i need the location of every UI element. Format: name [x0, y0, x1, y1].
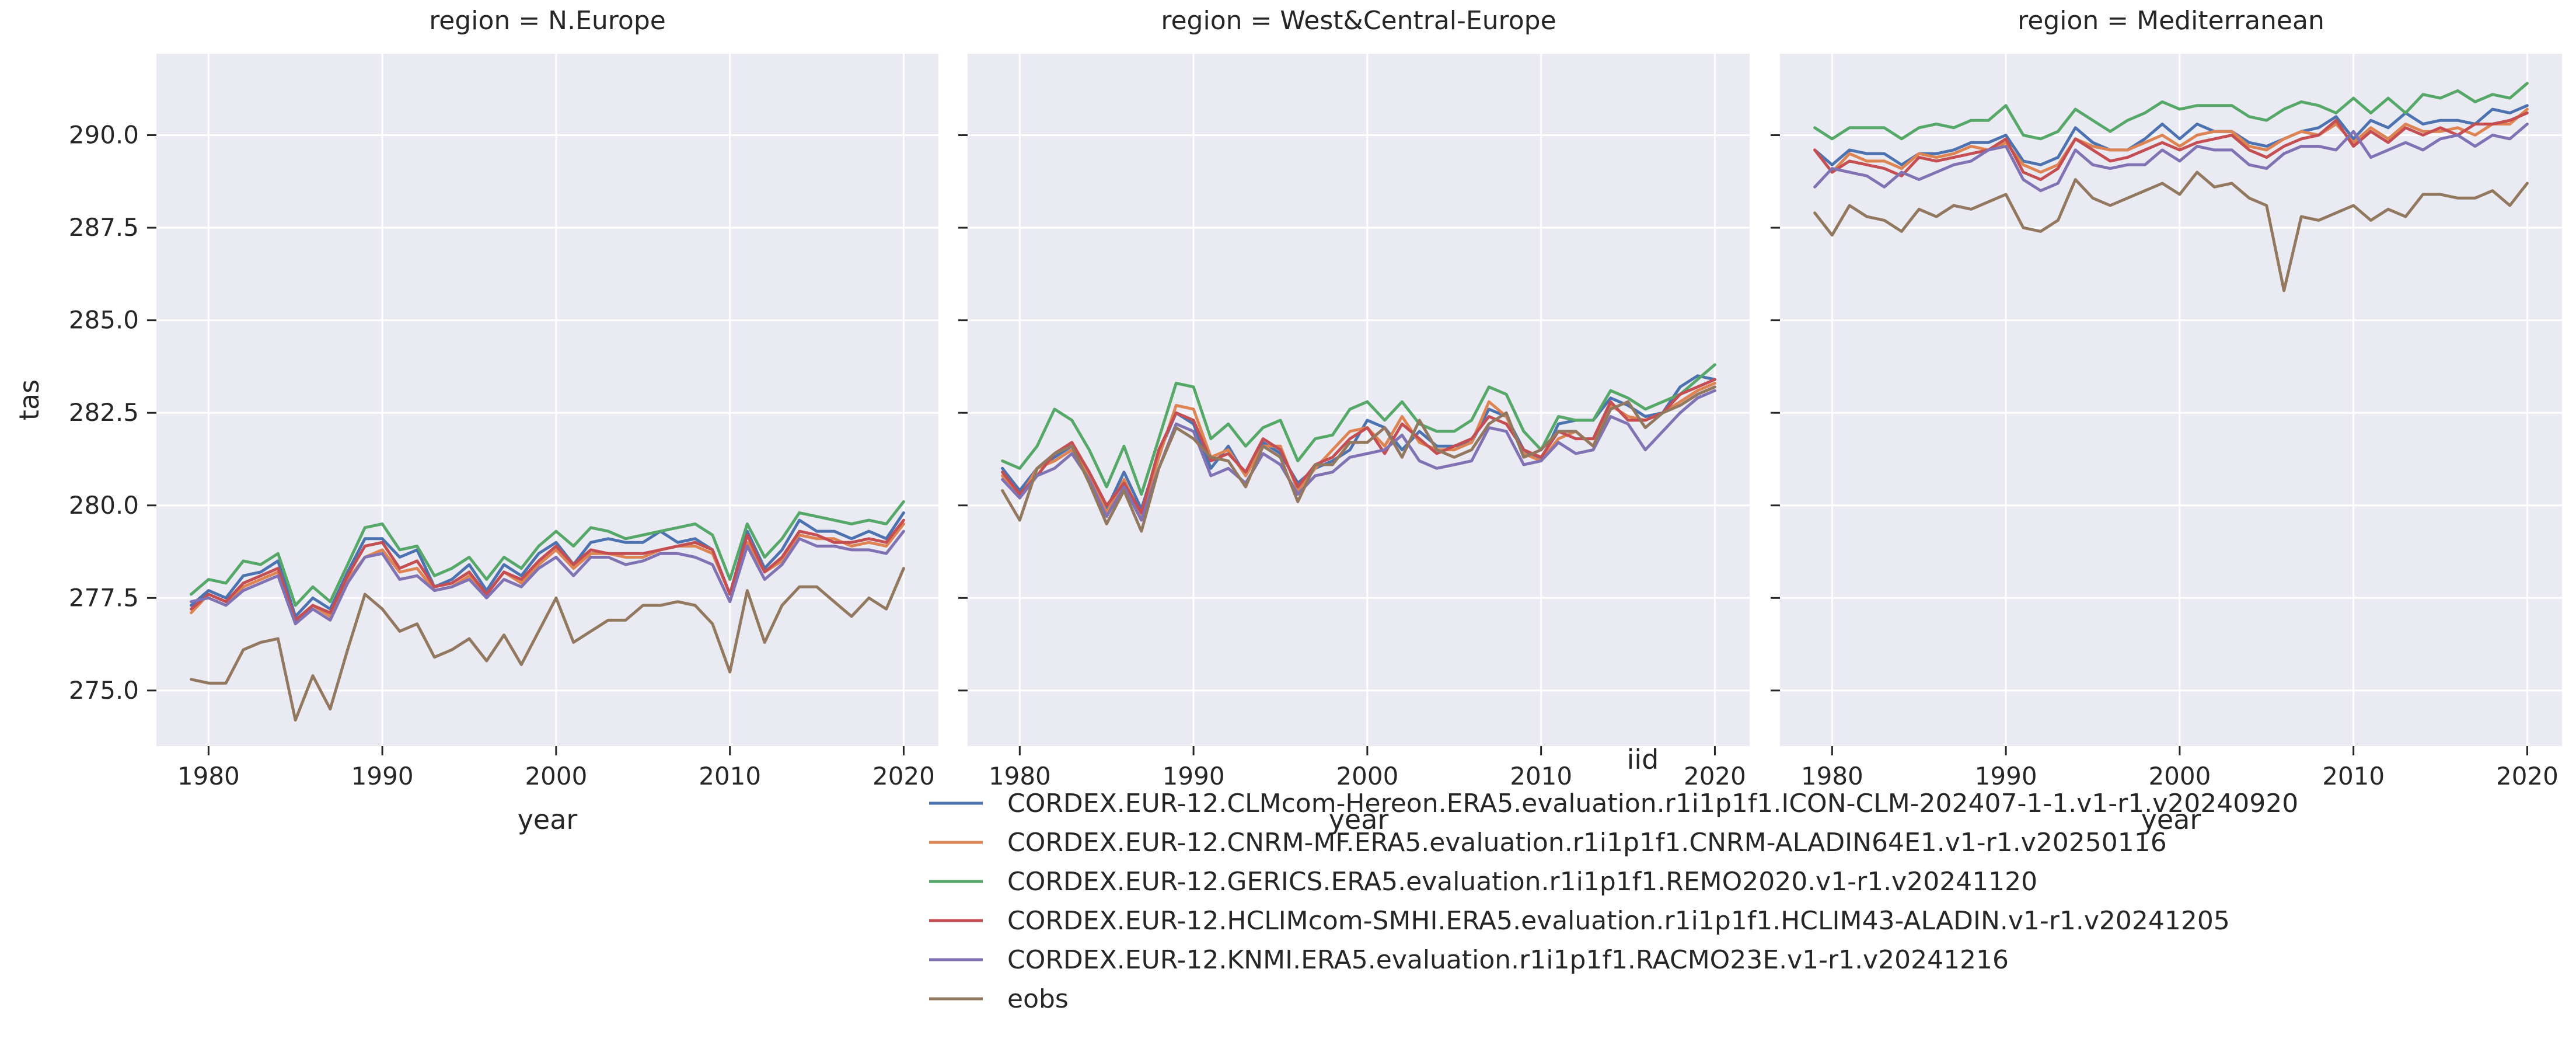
y-tick-label: 282.5 — [69, 398, 139, 427]
x-tick-label: 1990 — [1163, 762, 1225, 790]
legend-title: iid — [1627, 744, 1659, 775]
x-tick-label: 2010 — [1510, 762, 1572, 790]
series-line-5 — [1001, 389, 1716, 522]
series-line-3 — [190, 500, 905, 607]
y-tick-label: 275.0 — [69, 676, 139, 705]
x-tick-label: 2010 — [2322, 762, 2385, 790]
x-tick-label: 1980 — [989, 762, 1051, 790]
series-line-1 — [190, 511, 905, 618]
plot-background — [968, 54, 1750, 746]
x-tick-label: 2020 — [2496, 762, 2558, 790]
x-tick-label: 1990 — [1975, 762, 2037, 790]
x-axis-label: year — [518, 804, 578, 835]
legend-entry-label: CORDEX.EUR-12.CNRM-MF.ERA5.evaluation.r1… — [1007, 828, 2167, 858]
legend-entry-label: eobs — [1007, 984, 1069, 1014]
x-tick-label: 2020 — [872, 762, 935, 790]
legend: iid CORDEX.EUR-12.CLMcom-Hereon.ERA5.eval… — [929, 744, 2298, 1014]
facet-title: region = N.Europe — [429, 6, 666, 36]
series-line-6 — [190, 567, 905, 722]
series-line-3 — [1001, 363, 1716, 496]
y-axis-label: tas — [13, 379, 45, 420]
facet-panel-2: region = West&Central-Europe 1980 1990 2000… — [958, 6, 1750, 835]
series-line-5 — [1813, 123, 2529, 193]
x-axis-label: year — [2141, 804, 2201, 835]
facet-title: region = West&Central-Europe — [1161, 6, 1556, 36]
x-tick-label: 2010 — [699, 762, 761, 790]
facet-title: region = Mediterranean — [2017, 6, 2324, 36]
x-tick-label: 1980 — [177, 762, 240, 790]
series-line-5 — [190, 529, 905, 626]
y-tick-label: 287.5 — [69, 213, 139, 242]
x-tick-label: 2000 — [2148, 762, 2211, 790]
facet-panel-1: region = N.Europe 1980 1990 2000 2010 2020 yea… — [69, 6, 938, 835]
series-line-1 — [1813, 104, 2529, 166]
legend-entry-label: CORDEX.EUR-12.CLMcom-Hereon.ERA5.evaluat… — [1007, 789, 2298, 818]
series-line-4 — [1813, 111, 2529, 182]
series-line-6 — [1001, 385, 1716, 533]
legend-entry-label: CORDEX.EUR-12.KNMI.ERA5.evaluation.r1i1p… — [1007, 945, 2009, 975]
facet-panel-3: region = Mediterranean 1980 1990 2000 2010 20… — [1771, 6, 2562, 835]
series-line-4 — [190, 518, 905, 622]
legend-entry-label: CORDEX.EUR-12.GERICS.ERA5.evaluation.r1i… — [1007, 867, 2037, 897]
legend-entry-label: CORDEX.EUR-12.HCLIMcom-SMHI.ERA5.evaluat… — [1007, 906, 2230, 936]
plot-background — [1780, 54, 2562, 746]
y-tick-label: 280.0 — [69, 491, 139, 520]
series-line-6 — [1813, 170, 2529, 292]
x-tick-label: 1980 — [1801, 762, 1863, 790]
x-tick-label: 2000 — [525, 762, 587, 790]
y-tick-label: 290.0 — [69, 121, 139, 149]
series-line-3 — [1813, 82, 2529, 141]
series-line-4 — [1001, 378, 1716, 514]
plot-background — [156, 54, 938, 746]
series-line-2 — [1813, 107, 2529, 174]
x-tick-label: 2020 — [1684, 762, 1746, 790]
x-tick-label: 2000 — [1336, 762, 1398, 790]
x-tick-label: 1990 — [351, 762, 414, 790]
x-axis-label: year — [1329, 804, 1389, 835]
y-tick-label: 285.0 — [69, 306, 139, 334]
y-tick-label: 277.5 — [69, 583, 139, 612]
